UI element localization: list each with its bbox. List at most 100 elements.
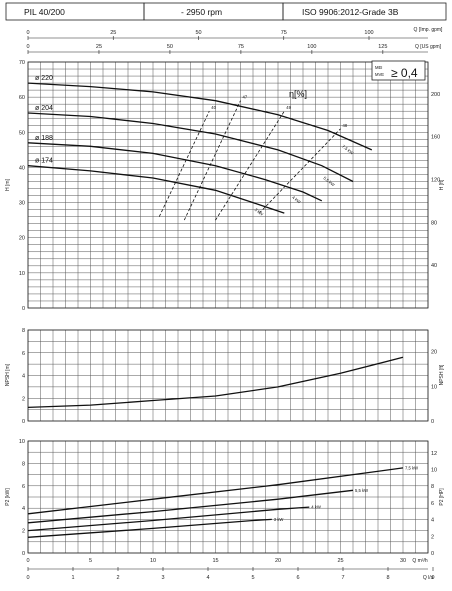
m3h-tick-label: 30 <box>400 558 406 564</box>
mei-box: MEI MVE ≥ 0,4 <box>371 60 426 81</box>
y-tick-label: 10 <box>19 271 25 277</box>
grid <box>27 440 429 554</box>
mei-label: MEI <box>375 65 382 70</box>
p2-hp-axis-title: P2 [HP] <box>439 488 445 506</box>
efficiency-iso-line <box>183 100 241 221</box>
efficiency-iso-line <box>158 111 210 217</box>
ft-tick-label: 160 <box>431 135 440 141</box>
imp-tick-label: 0 <box>26 30 29 36</box>
ls-tick-label: 0 <box>26 575 29 581</box>
head-power-label: 3 kW <box>254 207 265 217</box>
grid <box>27 61 429 309</box>
imp-tick-label: 25 <box>110 30 116 36</box>
imp-tick-label: 100 <box>364 30 373 36</box>
ls-tick-label: 9 <box>431 575 434 581</box>
power-label: 7,5 kW <box>405 465 418 470</box>
ls-axis-title: Q l/s <box>423 575 434 581</box>
head-curve-1 <box>27 82 373 151</box>
power-curve-3 <box>27 506 310 532</box>
y-tick-label: 10 <box>19 439 25 445</box>
m3h-tick-label: 10 <box>150 558 156 564</box>
npsh-curve <box>27 356 404 409</box>
npsh-panel: 0 2 4 6 8 0 10 20 NPSH [m] NPSH [ft] <box>5 328 445 425</box>
ls-tick-label: 4 <box>206 575 209 581</box>
ft-tick-label: 40 <box>431 263 437 269</box>
header-standard-box <box>282 2 447 21</box>
npsh-ft-tick-label: 10 <box>431 384 437 390</box>
y-tick-label: 20 <box>19 236 25 242</box>
power-label: 4 kW <box>311 505 321 510</box>
head-power-label: 5,5 kW <box>322 175 335 187</box>
y-tick-label: 6 <box>22 351 25 357</box>
imp-tick-label: 75 <box>281 30 287 36</box>
p2-kw-axis-title: P2 [kW] <box>5 488 11 506</box>
header-standard: ISO 9906:2012-Grade 3B <box>302 7 399 17</box>
head-curve-4 <box>27 165 285 214</box>
ft-tick-label: 80 <box>431 220 437 226</box>
ls-tick-label: 7 <box>341 575 344 581</box>
ft-tick-label: 200 <box>431 92 440 98</box>
power-label: 5,5 kW <box>355 488 368 493</box>
y-tick-label: 0 <box>22 419 25 425</box>
m3h-tick-label: 20 <box>275 558 281 564</box>
m3h-tick-label: 0 <box>26 558 29 564</box>
y-tick-label: 2 <box>22 396 25 402</box>
y-tick-label: 30 <box>19 201 25 207</box>
header: PIL 40/200 - 2950 rpm ISO 9906:2012-Grad… <box>5 2 447 21</box>
us-axis-title: Q [US gpm] <box>415 44 442 50</box>
header-speed: - 2950 rpm <box>181 7 222 17</box>
efficiency-title: η[%] <box>289 89 307 99</box>
impeller-label: ø 188 <box>35 135 53 142</box>
hp-tick-label: 8 <box>431 484 434 490</box>
head-curve-2 <box>27 112 354 183</box>
y-tick-label: 50 <box>19 130 25 136</box>
hp-tick-label: 0 <box>431 551 434 557</box>
npsh-ft-axis-title: NPSH [ft] <box>439 364 445 385</box>
hp-tick-label: 4 <box>431 518 434 524</box>
head-power-label: 7,5 kW <box>341 144 354 156</box>
hp-tick-label: 6 <box>431 501 434 507</box>
us-tick-label: 0 <box>26 44 29 50</box>
m3h-axis-title: Q m³/h <box>412 558 427 564</box>
head-panel: 0 10 20 30 40 50 60 70 0 25 50 75 100 Q [Imp. gpm] 0 25… <box>5 27 445 312</box>
ls-tick-label: 2 <box>116 575 119 581</box>
h-m-axis-title: H [m] <box>5 178 11 191</box>
y-tick-label: 0 <box>22 551 25 557</box>
y-tick-label: 60 <box>19 95 25 101</box>
ft-tick-label: 120 <box>431 177 440 183</box>
m3h-tick-label: 5 <box>89 558 92 564</box>
ls-tick-label: 3 <box>161 575 164 581</box>
y-tick-label: 8 <box>22 328 25 334</box>
us-tick-label: 25 <box>96 44 102 50</box>
hp-tick-label: 10 <box>431 467 437 473</box>
hp-tick-label: 12 <box>431 451 437 457</box>
header-model: PIL 40/200 <box>24 7 65 17</box>
ls-tick-label: 6 <box>296 575 299 581</box>
efficiency-iso-line <box>215 110 285 221</box>
plot-frame <box>27 440 429 554</box>
impeller-label: ø 220 <box>35 75 53 82</box>
head-power-label: 4 kW <box>291 195 302 205</box>
y-tick-label: 40 <box>19 165 25 171</box>
mve-label: MVE <box>375 72 384 77</box>
hp-tick-label: 2 <box>431 534 434 540</box>
plot-frame <box>27 61 429 309</box>
y-tick-label: 4 <box>22 506 25 512</box>
us-tick-label: 125 <box>378 44 387 50</box>
npsh-ft-tick-label: 0 <box>431 419 434 425</box>
grid <box>27 329 429 422</box>
y-tick-label: 4 <box>22 374 25 380</box>
y-tick-label: 8 <box>22 461 25 467</box>
head-curve-3 <box>27 142 323 202</box>
imp-tick-label: 50 <box>195 30 201 36</box>
us-tick-label: 50 <box>167 44 173 50</box>
us-tick-label: 100 <box>307 44 316 50</box>
plot-frame <box>27 329 429 422</box>
impeller-label: ø 174 <box>35 158 53 165</box>
mei-value: ≥ 0,4 <box>391 66 418 80</box>
y-tick-label: 70 <box>19 60 25 66</box>
npsh-ft-tick-label: 20 <box>431 350 437 356</box>
y-tick-label: 6 <box>22 484 25 490</box>
